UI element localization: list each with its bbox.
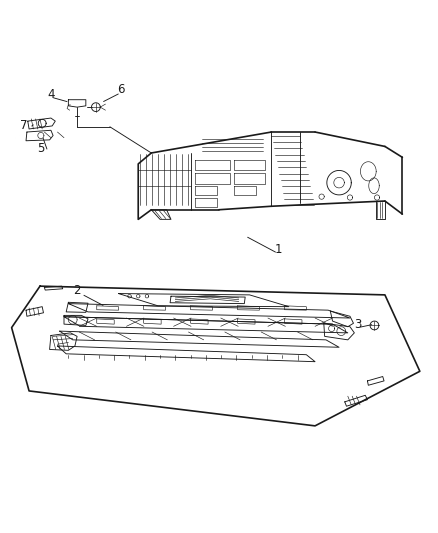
- Text: 3: 3: [354, 318, 361, 330]
- Text: 7: 7: [20, 119, 28, 132]
- Text: 6: 6: [117, 83, 124, 96]
- Text: 2: 2: [73, 284, 81, 297]
- Text: 5: 5: [37, 142, 45, 155]
- Text: 1: 1: [274, 244, 282, 256]
- Text: 4: 4: [47, 87, 55, 101]
